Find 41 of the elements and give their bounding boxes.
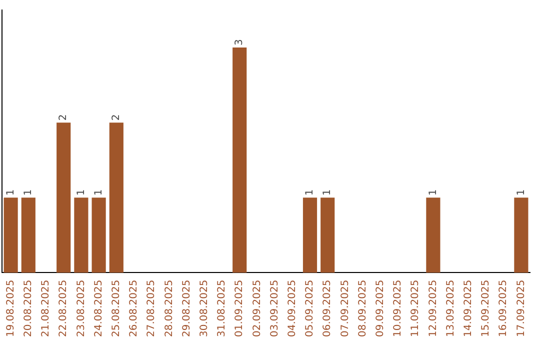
x-tick-label: 19.08.2025: [5, 280, 16, 338]
data-label: 1: [76, 189, 87, 196]
x-tick-label: 28.08.2025: [164, 280, 175, 338]
x-tick-label: 10.09.2025: [392, 280, 404, 338]
x-tick-label: 08.09.2025: [357, 280, 368, 338]
data-label: 1: [428, 189, 439, 196]
data-label: 1: [5, 189, 16, 196]
x-tick-label: 06.09.2025: [322, 280, 334, 338]
data-label: 1: [93, 189, 104, 196]
x-tick-label: 29.08.2025: [181, 280, 192, 338]
x-tick-label: 01.09.2025: [234, 280, 246, 338]
x-tick-label: 27.08.2025: [146, 280, 158, 338]
data-label: 2: [58, 114, 70, 121]
x-tick-label: 25.08.2025: [110, 280, 122, 338]
x-tick-label: 17.09.2025: [516, 280, 527, 338]
x-tick-label: 07.09.2025: [340, 280, 351, 338]
x-tick-label: 05.09.2025: [304, 280, 316, 338]
x-tick-label: 26.08.2025: [128, 280, 140, 338]
x-tick-label: 21.08.2025: [40, 280, 52, 338]
x-tick-label: 11.09.2025: [410, 280, 422, 338]
x-tick-label: 04.09.2025: [286, 280, 298, 338]
data-label: 1: [516, 189, 527, 196]
x-tick-label: 31.08.2025: [216, 280, 228, 338]
x-tick-label: 22.08.2025: [58, 280, 70, 338]
data-label: 1: [22, 189, 34, 196]
x-tick-label: 14.09.2025: [462, 280, 474, 338]
data-label: 1: [322, 189, 334, 196]
x-tick-label: 09.09.2025: [374, 280, 386, 338]
x-tick-label: 13.09.2025: [445, 280, 456, 338]
x-tick-label: 12.09.2025: [428, 280, 439, 338]
x-tick-label: 23.08.2025: [76, 280, 87, 338]
x-tick-label: 20.08.2025: [22, 280, 34, 338]
data-label: 3: [234, 39, 246, 46]
x-tick-label: 24.08.2025: [93, 280, 104, 338]
x-tick-label: 16.09.2025: [498, 280, 510, 338]
data-label: 2: [110, 114, 122, 121]
x-tick-label: 30.08.2025: [198, 280, 210, 338]
x-tick-label: 02.09.2025: [252, 280, 263, 338]
data-label: 1: [304, 189, 316, 196]
x-tick-label: 15.09.2025: [480, 280, 492, 338]
x-tick-label: 03.09.2025: [269, 280, 280, 338]
